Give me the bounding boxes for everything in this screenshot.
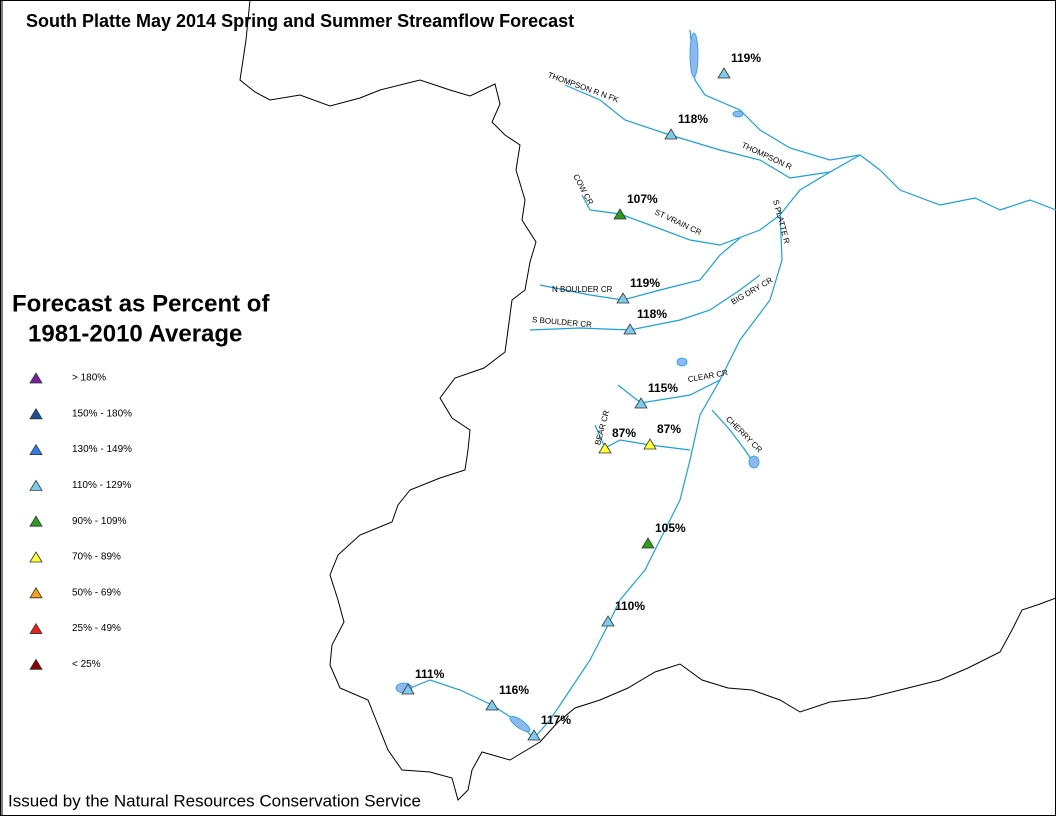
lake (732, 110, 744, 118)
legend-label: 130% - 149% (72, 444, 132, 455)
river (529, 274, 761, 331)
forecast-site (601, 615, 615, 627)
river (533, 209, 783, 739)
lake (748, 455, 760, 469)
forecast-site (643, 438, 657, 450)
legend-label: 150% - 180% (72, 408, 132, 419)
site-label: 111% (415, 667, 445, 681)
forecast-site (613, 208, 627, 220)
legend-symbol (29, 479, 43, 491)
rivers (395, 29, 1056, 739)
legend-label: 25% - 49% (72, 623, 121, 634)
site-label: 107% (627, 192, 658, 206)
forecast-site (623, 323, 637, 335)
legend-label: < 25% (72, 659, 101, 670)
forecast-site (641, 537, 655, 549)
site-label: 118% (637, 307, 667, 321)
legend-symbol (29, 515, 43, 527)
river (564, 84, 861, 179)
forecast-site (401, 683, 415, 695)
site-label: 105% (655, 521, 686, 535)
forecast-site (527, 729, 541, 741)
river (711, 409, 756, 466)
river (594, 424, 691, 451)
legend-label: 70% - 89% (72, 552, 121, 563)
legend-symbol (29, 443, 43, 455)
lake (689, 32, 699, 78)
legend-title: Forecast as Percent of (12, 290, 270, 317)
site-label: 117% (541, 713, 571, 727)
forecast-site (598, 442, 612, 454)
legend-label: > 180% (72, 373, 106, 384)
legend-symbol (29, 551, 43, 563)
forecast-site (664, 128, 678, 140)
site-label: 119% (630, 276, 660, 290)
forecast-site (717, 67, 731, 79)
lake (676, 357, 688, 367)
site-label: 118% (678, 112, 708, 126)
basin-boundary (239, 0, 1056, 801)
footer: Issued by the Natural Resources Conserva… (8, 791, 421, 810)
river (617, 379, 721, 404)
site-label: 110% (615, 599, 645, 613)
forecast-site (634, 397, 648, 409)
legend-symbol (29, 658, 43, 670)
site-label: 115% (648, 381, 678, 395)
river (539, 237, 741, 301)
legend-symbol (29, 622, 43, 634)
legend-label: 110% - 129% (72, 480, 131, 491)
legend-title: 1981-2010 Average (28, 320, 242, 347)
river (581, 171, 831, 246)
legend-symbol (29, 372, 43, 384)
site-label: 116% (499, 683, 529, 697)
site-label: 87% (612, 426, 636, 440)
river-label: N BOULDER CR (552, 285, 613, 294)
legend-symbol (29, 408, 43, 420)
legend-label: 50% - 69% (72, 587, 121, 598)
site-label: 87% (657, 422, 681, 436)
legend-symbol (29, 587, 43, 599)
legend-label: 90% - 109% (72, 516, 127, 527)
map-title: South Platte May 2014 Spring and Summer … (26, 11, 574, 31)
lake (509, 715, 531, 733)
site-label: 119% (731, 51, 761, 65)
forecast-site (616, 292, 630, 304)
forecast-site (485, 699, 499, 711)
